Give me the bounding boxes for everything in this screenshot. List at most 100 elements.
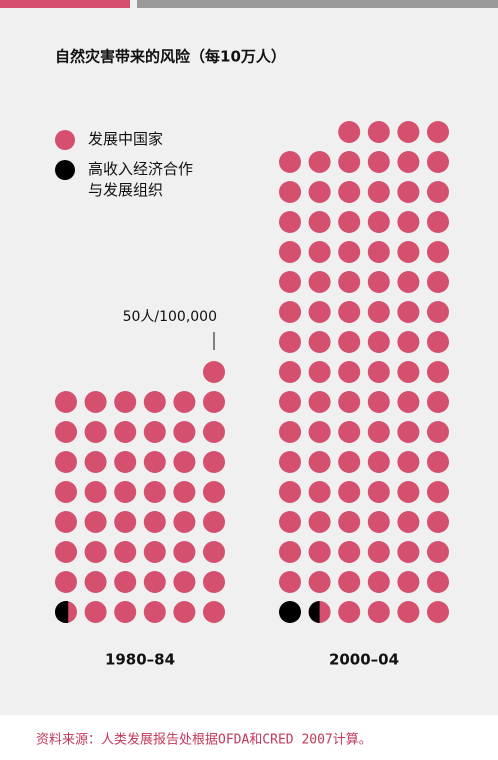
dot [308,151,331,173]
dot [397,151,420,173]
dot [114,451,137,473]
dot [338,271,361,293]
dot [203,511,225,533]
dot [367,361,390,383]
dot [308,241,331,263]
dot [397,121,420,143]
dot [114,481,137,503]
dot [173,541,196,563]
dot [84,481,107,503]
top-bar-gray [137,0,498,8]
dot [338,241,361,263]
dot [84,601,107,623]
dot [173,601,196,623]
dot [367,481,390,503]
dot [143,481,166,503]
dot [427,181,449,203]
dot [55,571,77,593]
dot [367,511,390,533]
dot [338,391,361,413]
dot [279,511,301,533]
dot [338,481,361,503]
dot [279,541,301,563]
dot [308,511,331,533]
dot [397,421,420,443]
dot [143,601,166,623]
dot [397,211,420,233]
dot [308,361,331,383]
dot [427,271,449,293]
dot [203,541,225,563]
dot [367,331,390,353]
dot [367,181,390,203]
dot [308,421,331,443]
dot [84,571,107,593]
dot [338,511,361,533]
dot [338,451,361,473]
dot [203,391,225,413]
dot [338,421,361,443]
dot [397,511,420,533]
dot [114,421,137,443]
dot [55,421,77,443]
dot [279,181,301,203]
dot [308,481,331,503]
dot [308,391,331,413]
dot [203,481,225,503]
dot [397,601,420,623]
category-label: 2000–04 [329,651,399,669]
dot [367,241,390,263]
dot [173,451,196,473]
dot [173,391,196,413]
dot [84,511,107,533]
dot [397,451,420,473]
dot [308,601,320,623]
dot [427,121,449,143]
dot [397,361,420,383]
dot [143,571,166,593]
dot [279,211,301,233]
dot [55,481,77,503]
dot [84,421,107,443]
dot [427,481,449,503]
dot [338,151,361,173]
dot [143,391,166,413]
dot [308,571,331,593]
chart-title: 自然灾害带来的风险（每10万人） [55,48,286,66]
dot [427,541,449,563]
dot [308,301,331,323]
dot [279,151,301,173]
dot [173,481,196,503]
dot [143,541,166,563]
dot [308,541,331,563]
dot [279,481,301,503]
dot [427,421,449,443]
dot [397,391,420,413]
dot [55,601,69,623]
panel [0,0,498,715]
dot [308,181,331,203]
dot [397,241,420,263]
dot [308,451,331,473]
dot [367,211,390,233]
dot [397,271,420,293]
dot [338,211,361,233]
dot [279,241,301,263]
dot [397,571,420,593]
dot [427,301,449,323]
dot [173,511,196,533]
dot [279,451,301,473]
dot [173,421,196,443]
dot [143,421,166,443]
annotation: 50人/100,000 [123,309,217,325]
legend-label: 发展中国家 [88,130,164,148]
dot [397,331,420,353]
dot [114,541,137,563]
dot [55,511,77,533]
dot [203,421,225,443]
dot [367,271,390,293]
dot [279,301,301,323]
dot [338,541,361,563]
